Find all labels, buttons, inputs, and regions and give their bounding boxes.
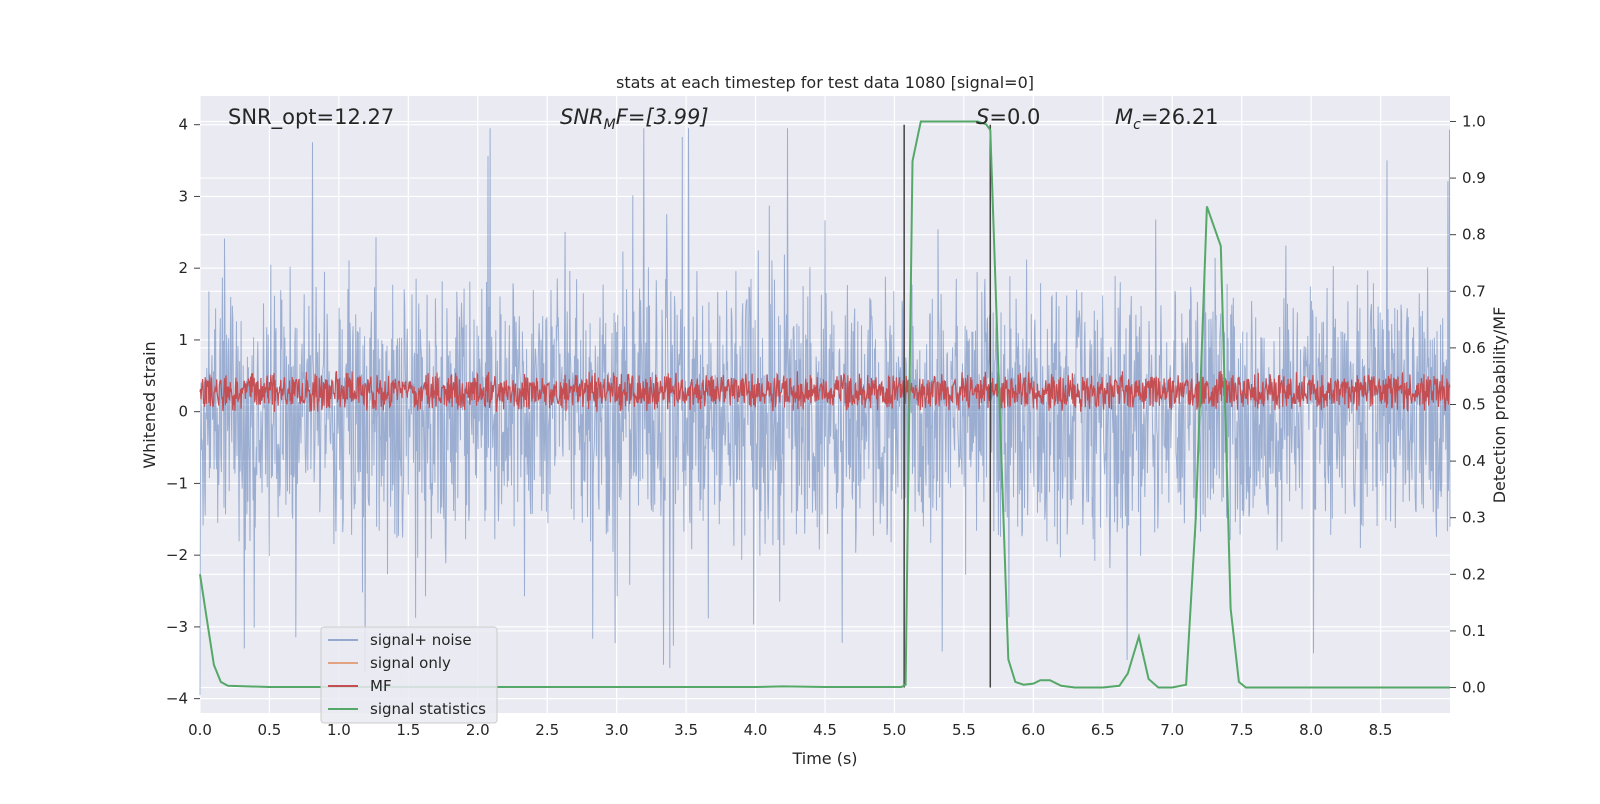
- y-tick-label-left-7: 3: [178, 187, 188, 205]
- noise-series: [199, 128, 1451, 696]
- y-tick-label-right-8: 0.8: [1462, 226, 1486, 244]
- mc-main: M: [1115, 105, 1133, 129]
- x-tick-label-8: 4.0: [744, 721, 768, 739]
- mf-series: [199, 370, 1451, 412]
- y-tick-label-right-10: 1.0: [1462, 112, 1486, 130]
- y-tick-label-left-6: 2: [178, 259, 188, 277]
- x-tick-label-4: 2.0: [466, 721, 490, 739]
- legend-label-signal-statistics: signal statistics: [370, 700, 486, 718]
- x-tick-label-5: 2.5: [535, 721, 559, 739]
- x-tick-label-12: 6.0: [1021, 721, 1045, 739]
- x-tick-label-14: 7.0: [1160, 721, 1184, 739]
- y-axis-label-right: Detection probability/MF: [1490, 307, 1509, 504]
- x-axis-label: Time (s): [791, 749, 857, 768]
- y-tick-label-right-5: 0.5: [1462, 396, 1486, 414]
- y-tick-label-right-3: 0.3: [1462, 509, 1486, 527]
- y-tick-label-left-8: 4: [178, 116, 188, 134]
- signal-noise-line: [199, 128, 1451, 696]
- y-tick-label-left-5: 1: [178, 331, 188, 349]
- x-tick-label-13: 6.5: [1091, 721, 1115, 739]
- y-tick-label-right-2: 0.2: [1462, 565, 1486, 583]
- legend-label-signal-noise: signal+ noise: [370, 631, 472, 649]
- s-rest: =0.0: [989, 105, 1040, 129]
- y-tick-label-right-9: 0.9: [1462, 169, 1486, 187]
- snr-mf-rest: F=[3.99]: [616, 105, 709, 129]
- y-tick-label-right-4: 0.4: [1462, 452, 1486, 470]
- mf-line: [199, 370, 1451, 412]
- y-tick-label-right-7: 0.7: [1462, 282, 1486, 300]
- x-tick-label-15: 7.5: [1230, 721, 1254, 739]
- y-tick-label-right-0: 0.0: [1462, 679, 1486, 697]
- x-tick-label-7: 3.5: [674, 721, 698, 739]
- y-tick-label-left-3: −1: [166, 474, 188, 492]
- y-tick-label-left-0: −4: [166, 690, 188, 708]
- snr-mf-annotation: SNRMF=[3.99]: [560, 105, 709, 133]
- signal-statistics-line: [199, 120, 1450, 689]
- mc-sub: c: [1133, 117, 1141, 133]
- y-axis-label-left: Whitened strain: [140, 341, 159, 468]
- y-ticks-right: 0.0 0.1 0.2 0.3 0.4 0.5 0.6 0.7 0.8 0.9 1.0: [1450, 112, 1486, 697]
- chart-title: stats at each timestep for test data 108…: [616, 73, 1034, 92]
- y-tick-label-right-6: 0.6: [1462, 339, 1486, 357]
- mc-annotation: Mc=26.21: [1115, 105, 1219, 133]
- legend-box: [320, 626, 498, 724]
- legend-label-mf: MF: [370, 677, 392, 695]
- y-tick-label-right-1: 0.1: [1462, 622, 1486, 640]
- y-tick-label-left-2: −2: [166, 546, 188, 564]
- s-label: S: [976, 105, 989, 129]
- x-tick-label-2: 1.0: [327, 721, 351, 739]
- s-annotation: S=0.0: [976, 105, 1040, 129]
- x-tick-label-10: 5.0: [883, 721, 907, 739]
- signal-statistics-series: [199, 120, 1450, 689]
- snr-mf-sub: M: [604, 117, 616, 133]
- x-ticks: 0.0 0.5 1.0 1.5 2.0 2.5 3.0 3.5 4.0 4.5 5.0 5.5 6.0 6…: [188, 721, 1392, 739]
- snr-mf-main: SNR: [560, 105, 604, 129]
- mc-rest: =26.21: [1141, 105, 1219, 129]
- snr-opt-annotation: SNR_opt=12.27: [228, 105, 394, 130]
- x-tick-label-1: 0.5: [258, 721, 282, 739]
- vertical-lines: [903, 124, 992, 688]
- x-tick-label-17: 8.5: [1369, 721, 1393, 739]
- y-tick-label-left-4: 0: [178, 403, 188, 421]
- x-tick-label-11: 5.5: [952, 721, 976, 739]
- legend: signal+ noise signal only MF signal stat…: [320, 626, 498, 724]
- x-tick-label-16: 8.0: [1299, 721, 1323, 739]
- x-tick-label-0: 0.0: [188, 721, 212, 739]
- x-tick-label-9: 4.5: [813, 721, 837, 739]
- x-tick-label-3: 1.5: [396, 721, 420, 739]
- y-tick-label-left-1: −3: [166, 618, 188, 636]
- x-tick-label-6: 3.0: [605, 721, 629, 739]
- y-ticks-left: −4 −3 −2 −1 0 1 2 3 4: [166, 116, 200, 708]
- legend-label-signal-only: signal only: [370, 654, 451, 672]
